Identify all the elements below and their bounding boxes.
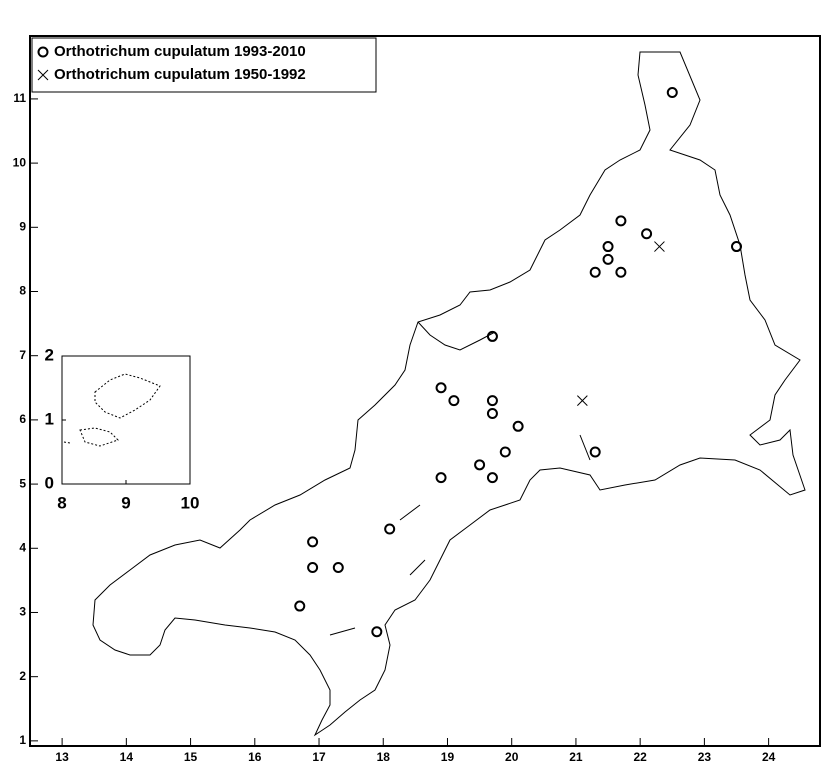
y-tick-label: 10: [13, 155, 27, 169]
circle-marker: [486, 330, 498, 342]
circle-marker: [486, 472, 498, 484]
y-tick-label: 9: [19, 219, 26, 233]
x-tick-label: 18: [377, 750, 391, 764]
circle-marker: [731, 241, 743, 253]
circle-marker: [307, 536, 319, 548]
circle-marker: [37, 46, 49, 58]
circle-marker: [666, 86, 678, 98]
x-tick-label: 19: [441, 750, 455, 764]
circle-marker: [307, 562, 319, 574]
inset-y-tick-label: 0: [45, 473, 54, 492]
circle-marker: [641, 228, 653, 240]
circle-marker: [486, 407, 498, 419]
x-tick-label: 16: [248, 750, 262, 764]
x-tick-label: 21: [569, 750, 583, 764]
circle-marker: [615, 215, 627, 227]
y-tick-label: 2: [19, 669, 26, 683]
plot-frame: [29, 35, 821, 747]
circle-marker: [615, 266, 627, 278]
y-tick-label: 1: [19, 733, 26, 747]
x-tick-label: 17: [312, 750, 326, 764]
inset-islands: [63, 373, 161, 447]
x-tick-label: 20: [505, 750, 519, 764]
y-tick-label: 11: [13, 91, 26, 105]
y-tick-label: 6: [19, 412, 26, 426]
x-tick-label: 22: [633, 750, 647, 764]
circle-marker: [448, 395, 460, 407]
y-tick-label: 3: [19, 605, 26, 619]
x-tick-label: 14: [120, 750, 134, 764]
circle-marker: [371, 626, 383, 638]
inset-y-tick-label: 2: [45, 345, 54, 364]
cross-marker: [37, 69, 49, 81]
legend-box: [31, 37, 377, 93]
map-outline: [92, 51, 806, 737]
circle-marker: [294, 600, 306, 612]
circle-marker: [602, 253, 614, 265]
inset-x-tick-label: 8: [57, 493, 66, 512]
legend-label: Orthotrichum cupulatum 1950-1992: [54, 66, 306, 83]
x-tick-label: 23: [698, 750, 712, 764]
x-tick-label: 13: [55, 750, 69, 764]
legend: Orthotrichum cupulatum 1993-2010 Orthotri…: [31, 37, 377, 93]
circle-marker: [332, 562, 344, 574]
circle-marker: [589, 266, 601, 278]
y-tick-label: 5: [19, 476, 26, 490]
circle-marker: [435, 472, 447, 484]
inset-x-tick-label: 10: [181, 493, 200, 512]
circle-marker: [435, 382, 447, 394]
circle-marker: [499, 446, 511, 458]
y-tick-label: 7: [19, 348, 26, 362]
circle-marker: [589, 446, 601, 458]
cross-marker: [577, 395, 588, 406]
circle-marker: [474, 459, 486, 471]
y-tick-label: 8: [19, 284, 26, 298]
inset-y-tick-label: 1: [45, 409, 54, 428]
y-tick-label: 4: [19, 540, 26, 554]
x-tick-label: 24: [762, 750, 776, 764]
circle-marker: [486, 395, 498, 407]
cross-marker: [654, 241, 665, 252]
circle-marker: [602, 241, 614, 253]
legend-label: Orthotrichum cupulatum 1993-2010: [54, 43, 306, 60]
x-tick-label: 15: [184, 750, 198, 764]
circle-marker: [384, 523, 396, 535]
circle-marker: [512, 420, 524, 432]
inset-x-tick-label: 9: [121, 493, 130, 512]
